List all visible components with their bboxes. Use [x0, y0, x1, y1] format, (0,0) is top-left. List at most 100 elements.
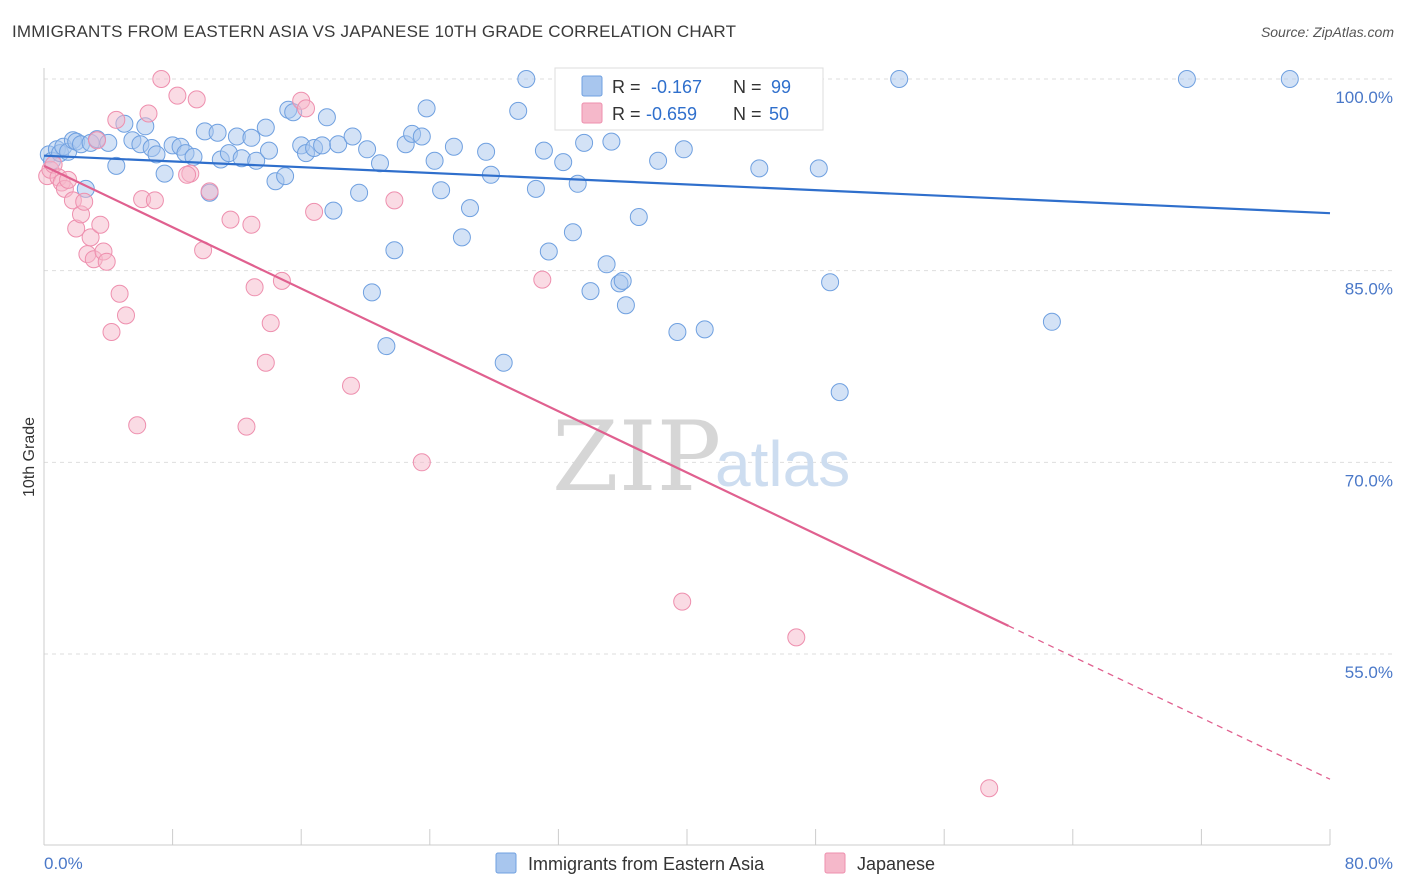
series-legend: Immigrants from Eastern Asia Japanese: [495, 852, 935, 874]
point-eastern-asia: [317, 108, 336, 127]
point-eastern-asia: [276, 167, 295, 186]
legend-r-label-1: R =: [612, 77, 641, 97]
y-tick-label: 100.0%: [1335, 88, 1393, 107]
point-japanese: [152, 70, 171, 88]
point-eastern-asia: [750, 159, 769, 178]
point-eastern-asia: [1280, 70, 1299, 88]
point-japanese: [107, 110, 126, 129]
point-japanese: [272, 271, 291, 290]
trend-line-japanese: [43, 164, 1009, 627]
point-japanese: [168, 86, 187, 105]
point-japanese: [237, 417, 256, 436]
point-eastern-asia: [362, 283, 381, 302]
point-eastern-asia: [107, 156, 126, 175]
point-eastern-asia: [425, 151, 444, 170]
point-japanese: [102, 323, 121, 341]
chart-title: IMMIGRANTS FROM EASTERN ASIA VS JAPANESE…: [12, 22, 737, 41]
point-japanese: [261, 314, 280, 333]
point-eastern-asia: [830, 383, 849, 402]
point-eastern-asia: [494, 353, 513, 372]
point-japanese: [533, 270, 552, 289]
point-japanese: [75, 192, 94, 211]
point-eastern-asia: [417, 99, 436, 118]
point-japanese: [980, 779, 999, 798]
point-eastern-asia: [461, 199, 479, 218]
legend-n-label-2: N =: [733, 104, 762, 124]
legend-r-value-1: -0.167: [651, 77, 702, 97]
point-eastern-asia: [324, 201, 343, 220]
point-japanese: [145, 191, 164, 210]
point-eastern-asia: [329, 135, 348, 154]
point-japanese: [91, 215, 110, 234]
point-eastern-asia: [350, 183, 369, 202]
point-japanese: [88, 131, 106, 150]
point-japanese: [242, 215, 261, 234]
point-japanese: [342, 376, 360, 395]
point-japanese: [139, 104, 158, 123]
point-eastern-asia: [539, 242, 558, 261]
point-eastern-asia: [616, 296, 635, 315]
trend-line-eastern-asia: [43, 154, 1331, 215]
watermark-atlas: atlas: [715, 428, 850, 500]
stats-legend: R = -0.167 N = 99 R = -0.659 N = 50: [554, 67, 824, 131]
point-eastern-asia: [602, 132, 621, 151]
x-tick-marks: [43, 829, 1331, 845]
point-eastern-asia: [554, 153, 573, 172]
point-japanese: [673, 592, 692, 611]
point-japanese: [305, 202, 324, 221]
point-eastern-asia: [581, 282, 600, 301]
point-eastern-asia: [155, 164, 174, 183]
point-japanese: [245, 278, 264, 297]
point-japanese: [385, 191, 404, 210]
y-tick-label: 85.0%: [1345, 280, 1393, 299]
point-eastern-asia: [674, 140, 693, 159]
source-label: Source: ZipAtlas.com: [1260, 24, 1394, 40]
legend-n-value-2: 50: [769, 104, 789, 124]
point-japanese: [81, 228, 100, 247]
watermark-zip: ZIP: [552, 401, 721, 513]
point-eastern-asia: [242, 128, 261, 147]
point-eastern-asia: [1177, 70, 1196, 88]
point-eastern-asia: [526, 179, 545, 198]
point-japanese: [297, 99, 315, 118]
point-eastern-asia: [517, 70, 536, 88]
point-eastern-asia: [575, 133, 594, 152]
point-japanese: [256, 353, 275, 372]
point-eastern-asia: [1042, 312, 1061, 331]
point-eastern-asia: [343, 127, 362, 146]
legend-r-label-2: R =: [612, 104, 641, 124]
y-tick-label: 70.0%: [1345, 471, 1393, 490]
point-japanese: [110, 284, 129, 303]
point-eastern-asia: [147, 145, 166, 164]
bottom-legend-swatch-1: [495, 852, 517, 874]
point-japanese: [97, 252, 116, 271]
point-eastern-asia: [695, 320, 714, 339]
trend-line-japanese-extrapolated: [1008, 625, 1331, 780]
point-eastern-asia: [412, 127, 431, 146]
point-eastern-asia: [256, 118, 275, 137]
point-eastern-asia: [371, 154, 389, 173]
point-japanese: [178, 165, 197, 184]
point-eastern-asia: [358, 140, 377, 159]
point-eastern-asia: [444, 137, 463, 156]
point-eastern-asia: [629, 208, 648, 226]
point-eastern-asia: [377, 337, 396, 356]
point-eastern-asia: [568, 174, 587, 193]
point-eastern-asia: [509, 101, 528, 120]
point-eastern-asia: [649, 151, 668, 170]
point-eastern-asia: [313, 136, 332, 155]
point-eastern-asia: [821, 273, 840, 292]
point-eastern-asia: [385, 241, 404, 260]
point-eastern-asia: [668, 323, 687, 341]
bottom-legend-label-2: Japanese: [857, 854, 935, 874]
point-japanese: [187, 90, 206, 109]
legend-swatch-series-2: [581, 102, 603, 124]
legend-n-value-1: 99: [771, 77, 791, 97]
trend-lines: [43, 154, 1331, 780]
point-eastern-asia: [208, 123, 227, 142]
point-eastern-asia: [477, 142, 496, 161]
point-japanese: [787, 628, 806, 647]
watermark: ZIP atlas: [552, 401, 850, 513]
legend-swatch-series-1: [581, 75, 603, 97]
